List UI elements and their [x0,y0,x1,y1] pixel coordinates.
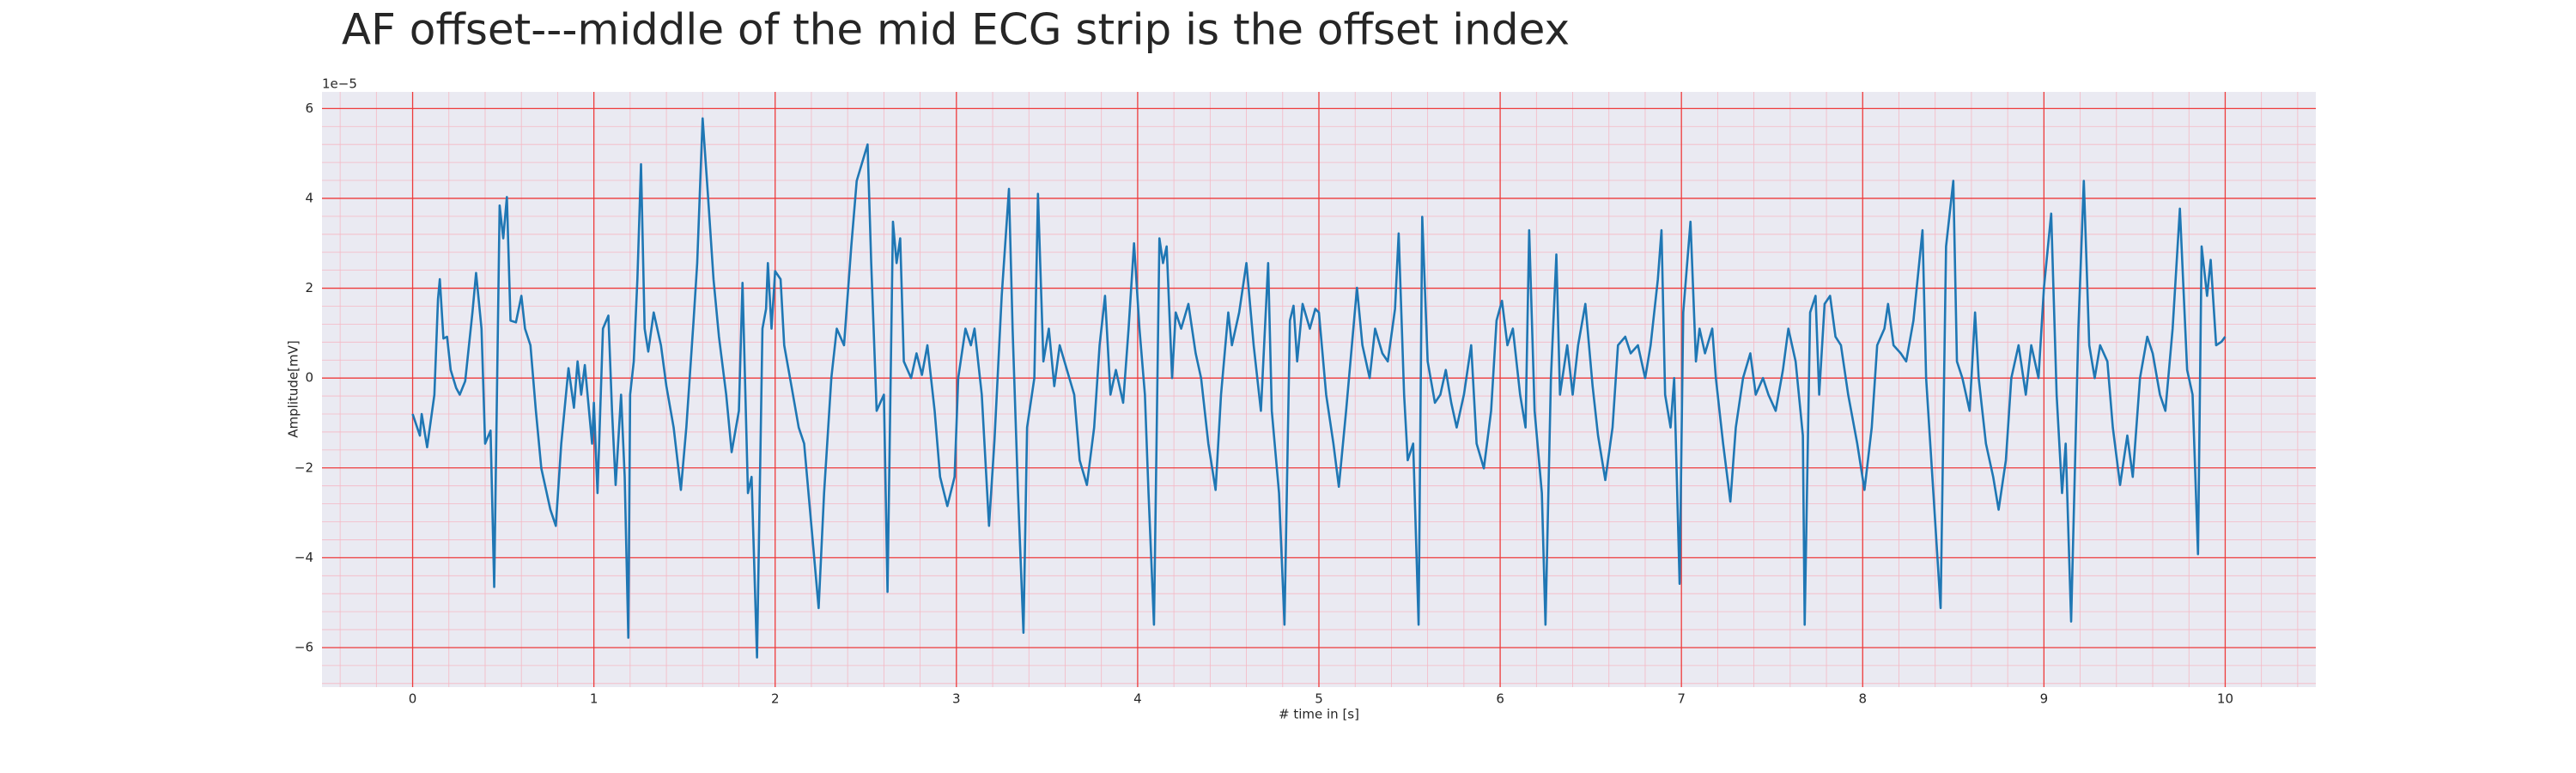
x-tick-label: 6 [1496,691,1504,707]
y-tick-label: 2 [305,280,313,295]
x-tick-label: 4 [1133,691,1142,707]
y-tick-label: 4 [305,190,313,205]
y-tick-label: −6 [295,639,313,654]
x-tick-label: 1 [590,691,598,707]
x-tick-label: 7 [1677,691,1686,707]
x-tick-label: 5 [1315,691,1323,707]
x-tick-label: 10 [2217,691,2233,707]
x-tick-label: 8 [1858,691,1867,707]
y-tick-label: 6 [305,100,313,116]
axis-offset-label: 1e−5 [322,76,357,92]
y-axis-label: Amplitude[mV] [286,340,301,437]
chart-title: AF offset---middle of the mid ECG strip … [342,5,1570,55]
x-tick-label: 0 [409,691,417,707]
y-tick-label: −4 [295,550,313,565]
x-tick-label: 2 [771,691,780,707]
y-tick-label: 0 [305,370,313,386]
x-tick-label: 3 [952,691,961,707]
y-tick-label: −2 [295,460,313,475]
x-tick-label: 9 [2040,691,2049,707]
x-axis-label: # time in [s] [1279,707,1359,722]
ecg-line [411,117,2227,659]
